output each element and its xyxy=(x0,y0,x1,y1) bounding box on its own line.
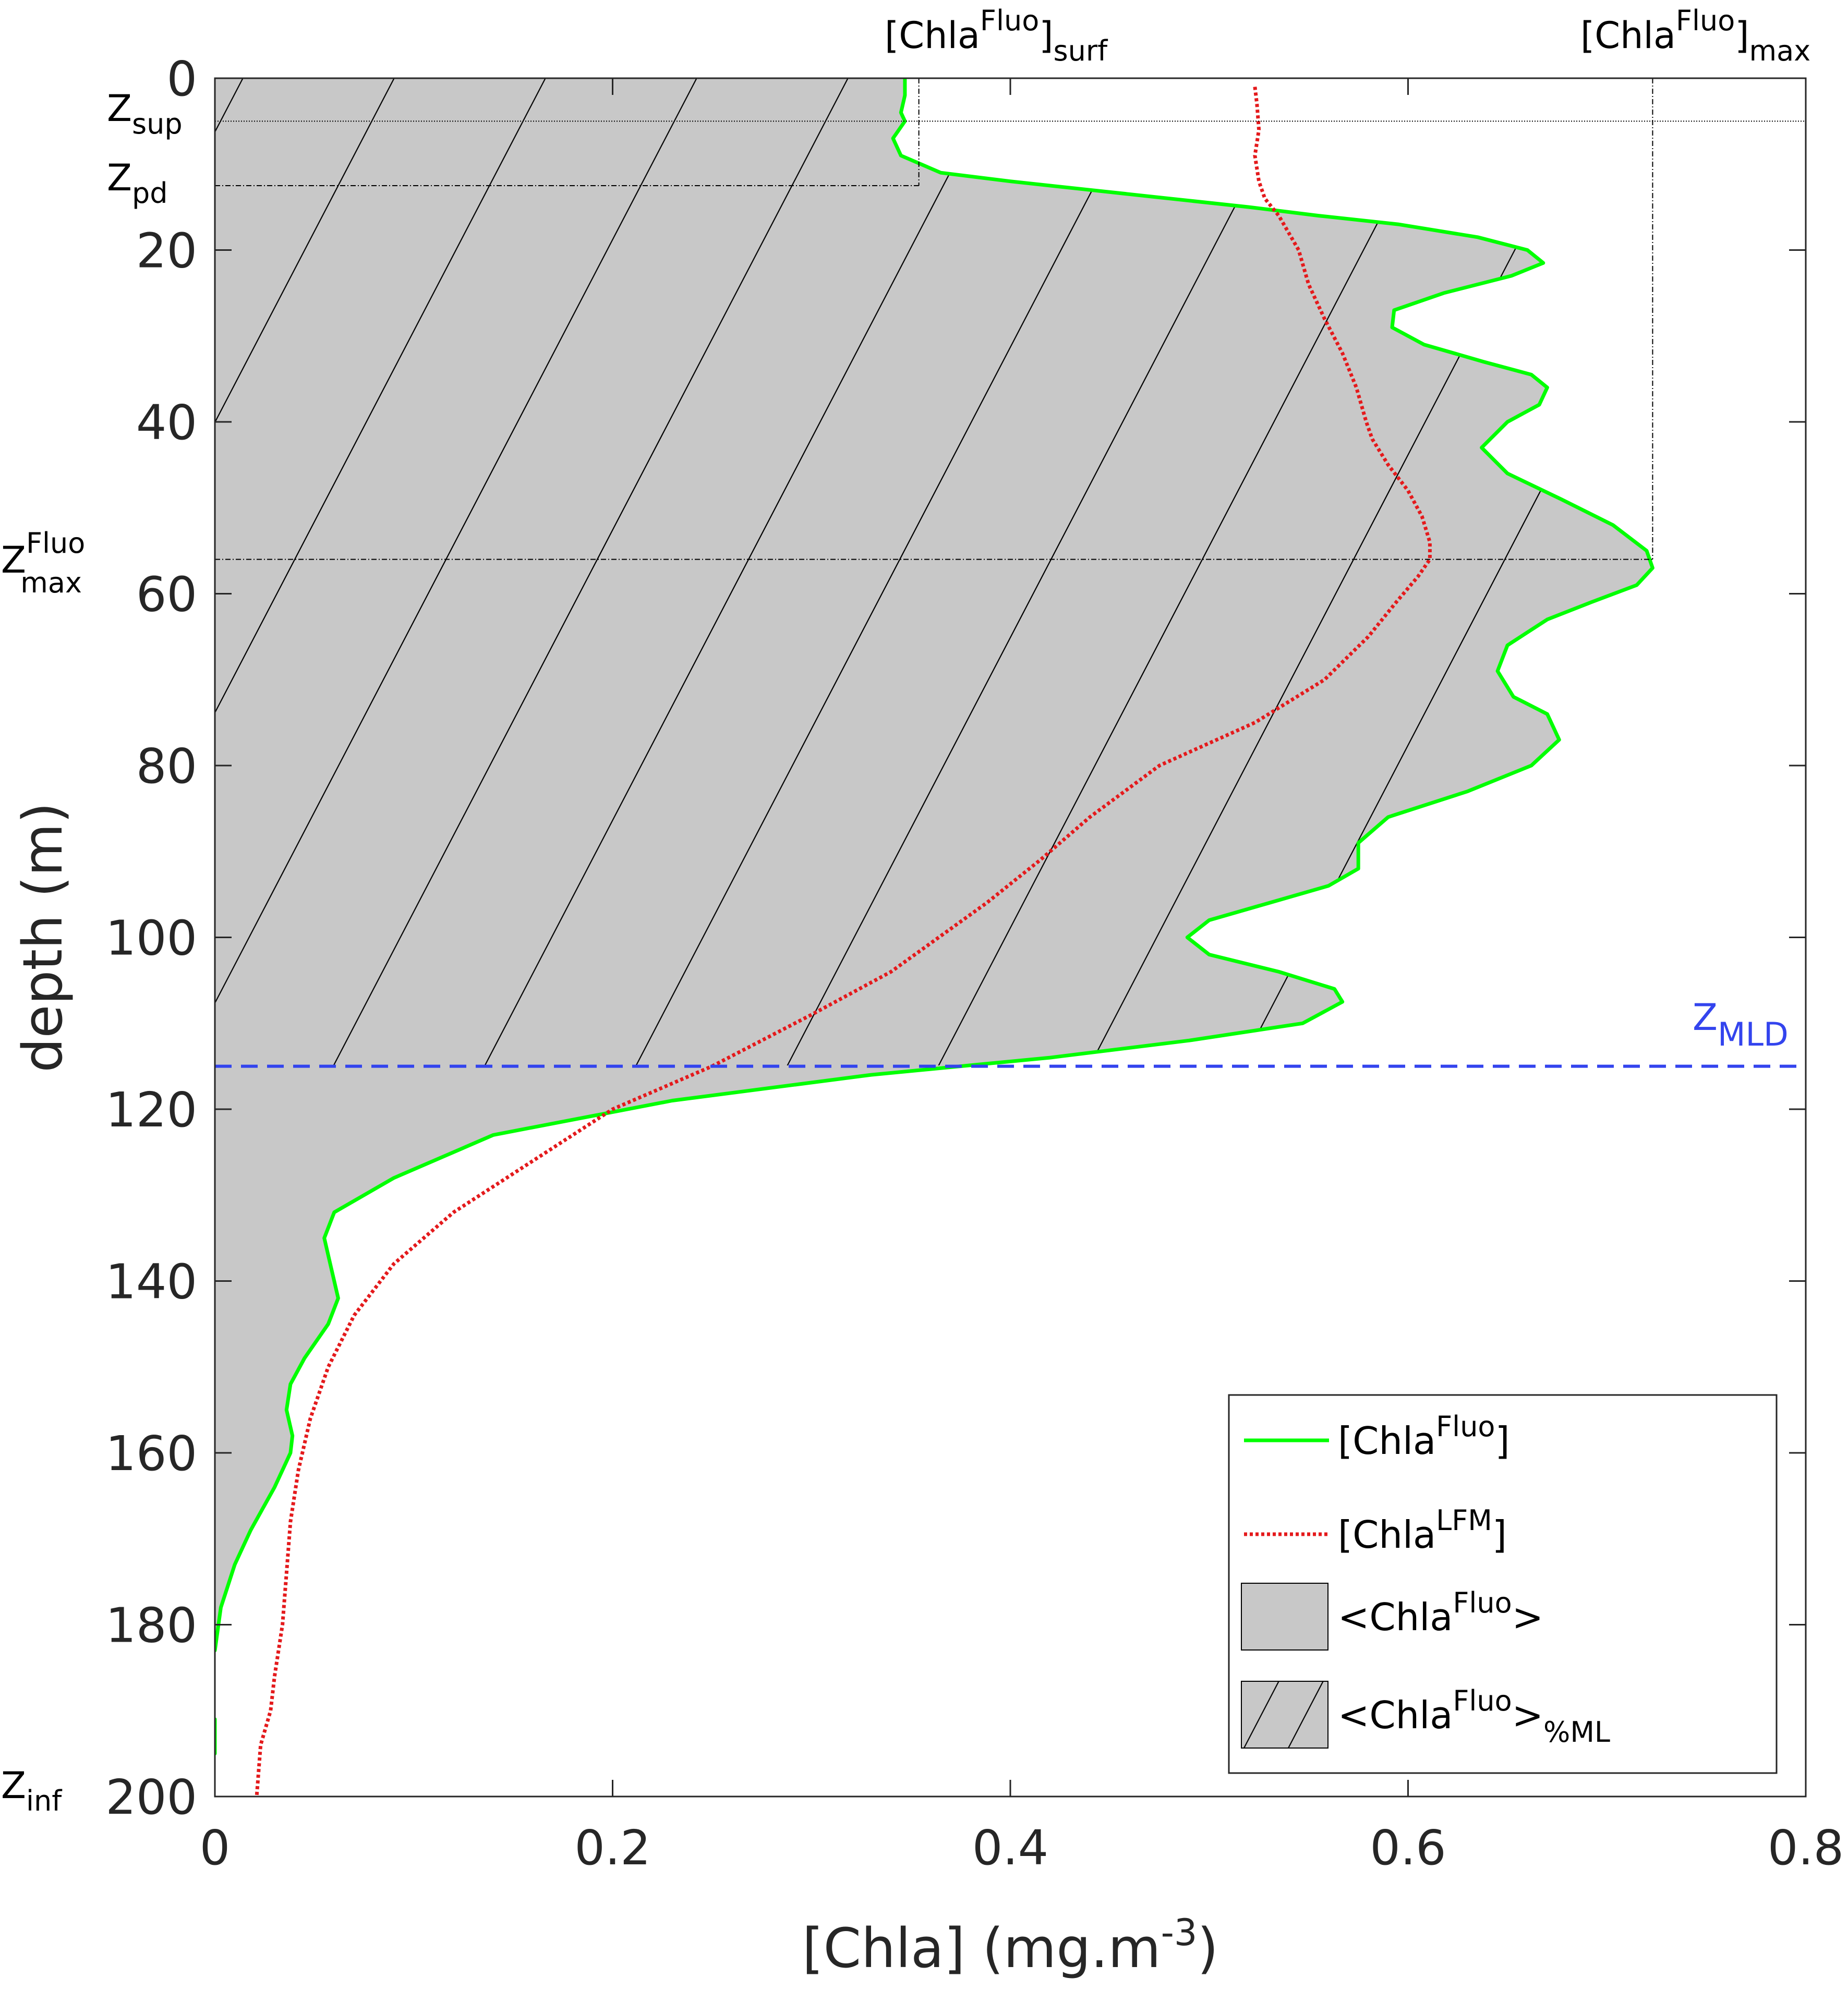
legend-label-main: <Chla xyxy=(1338,1693,1453,1737)
area-fill-layer xyxy=(215,78,1653,1651)
y-tick-label: 140 xyxy=(105,1254,197,1310)
x-axis-title-sup: -3 xyxy=(1161,1911,1198,1954)
mld-label-base: Z xyxy=(1693,996,1718,1039)
z-pd-label-base: Z xyxy=(107,156,132,199)
mld-label-sub: MLD xyxy=(1718,1015,1789,1053)
legend-label-sup: LFM xyxy=(1436,1504,1492,1537)
legend: [ChlaFluo][ChlaLFM]<ChlaFluo><ChlaFluo>%… xyxy=(1228,1394,1778,1774)
legend-label-end: ] xyxy=(1495,1419,1509,1463)
z-max-label: ZFluo max xyxy=(1,527,85,599)
y-tick-label: 180 xyxy=(105,1598,197,1654)
legend-label-end: > xyxy=(1512,1595,1543,1639)
chla-surf-label: [ChlaFluo]surf xyxy=(885,4,1108,67)
hatch-layer xyxy=(215,78,1653,1065)
x-axis-title-end: ) xyxy=(1197,1916,1218,1980)
mld-label: ZMLD xyxy=(1693,996,1789,1053)
z-sup-label-sub: sup xyxy=(132,107,183,140)
y-axis-title: depth (m) xyxy=(11,802,75,1072)
legend-label-fluo: [ChlaFluo] xyxy=(1338,1410,1510,1463)
hatch-line xyxy=(1243,1682,1324,1749)
z-max-label-base: Z xyxy=(1,539,26,581)
legend-label-sub: %ML xyxy=(1543,1716,1610,1749)
z-pd-label: Zpd xyxy=(107,156,168,210)
x-tick-label: 0.6 xyxy=(1370,1820,1446,1876)
legend-label-sup: Fluo xyxy=(1453,1586,1512,1619)
x-tick-label: 0.8 xyxy=(1768,1820,1844,1876)
y-tick-label: 20 xyxy=(136,223,197,279)
z-sup-label: Zsup xyxy=(107,87,183,140)
legend-label-sup: Fluo xyxy=(1453,1684,1512,1717)
legend-swatch-fill xyxy=(1241,1583,1328,1651)
axes-layer: 0 0.2 0.4 0.6 0.8 0 20 40 60 80 100 120 140 160 180 200… xyxy=(11,51,1844,1980)
legend-label-lfm: [ChlaLFM] xyxy=(1338,1504,1507,1557)
chla-fluo-integral-area xyxy=(215,78,1653,1651)
hatch-lines xyxy=(215,78,1653,1065)
z-max-label-sub: max xyxy=(20,566,82,599)
legend-label-fill: <ChlaFluo> xyxy=(1338,1586,1543,1639)
z-max-label-sup: Fluo xyxy=(26,527,85,560)
legend-swatch-hatch xyxy=(1241,1681,1328,1749)
legend-swatch-hatch-lines xyxy=(1243,1682,1324,1749)
hatch-group xyxy=(215,78,1653,1065)
chla-max-label-close: ] xyxy=(1735,14,1749,57)
y-tick-label: 120 xyxy=(105,1082,197,1138)
profile-lines-layer xyxy=(215,78,1654,1797)
series-line-fluo xyxy=(215,78,1654,1653)
legend-label-main: [Chla xyxy=(1338,1419,1436,1463)
hatch-line xyxy=(215,78,1653,1065)
y-tick-label: 60 xyxy=(136,567,197,623)
chla-max-label-sub: max xyxy=(1749,34,1811,67)
y-tick-label: 0 xyxy=(166,51,197,107)
chla-max-label-sup: Fluo xyxy=(1676,4,1735,37)
z-inf-label-sub: inf xyxy=(26,1785,63,1817)
chla-surf-label-open: [Chla xyxy=(885,14,980,57)
z-pd-label-sub: pd xyxy=(132,177,168,210)
chla-max-label: [ChlaFluo]max xyxy=(1580,4,1810,67)
chla-surf-label-close: ] xyxy=(1039,14,1053,57)
chla-max-label-open: [Chla xyxy=(1580,14,1676,57)
z-sup-label-base: Z xyxy=(107,87,132,130)
z-inf-label-base: Z xyxy=(1,1764,26,1807)
y-tick-label: 40 xyxy=(136,395,197,451)
x-tick-label: 0.2 xyxy=(574,1820,650,1876)
y-tick-label: 100 xyxy=(105,911,197,966)
chla-surf-label-sub: surf xyxy=(1054,34,1109,67)
chla-surf-label-sup: Fluo xyxy=(980,4,1039,37)
series-clip-group xyxy=(215,78,1654,1797)
x-axis-title-main: [Chla] (mg.m xyxy=(802,1916,1161,1980)
x-axis-title: [Chla] (mg.m-3) xyxy=(802,1911,1218,1980)
legend-label-hatch: <ChlaFluo>%ML xyxy=(1338,1684,1610,1749)
legend-label-main: <Chla xyxy=(1338,1595,1453,1639)
legend-label-sup: Fluo xyxy=(1436,1410,1495,1443)
x-tick-label: 0.4 xyxy=(972,1820,1048,1876)
legend-label-end: > xyxy=(1512,1693,1543,1737)
y-tick-label: 160 xyxy=(105,1426,197,1482)
x-tick-label: 0 xyxy=(200,1820,231,1876)
y-tick-label: 200 xyxy=(105,1769,197,1825)
y-tick-label: 80 xyxy=(136,738,197,794)
legend-label-main: [Chla xyxy=(1338,1513,1436,1557)
legend-label-end: ] xyxy=(1492,1513,1507,1557)
z-inf-label: Zinf xyxy=(1,1764,63,1817)
